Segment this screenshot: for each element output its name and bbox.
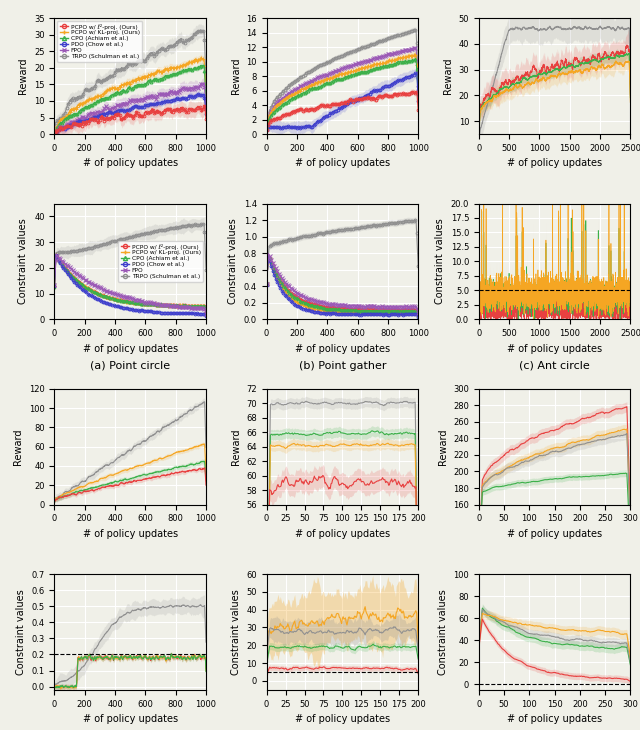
Title: (a) Point circle: (a) Point circle bbox=[90, 361, 170, 371]
Y-axis label: Constraint values: Constraint values bbox=[19, 218, 29, 304]
Y-axis label: Reward: Reward bbox=[230, 58, 241, 94]
X-axis label: # of policy updates: # of policy updates bbox=[83, 344, 178, 353]
Legend: PCPO w/ ℓ²-proj. (Ours), PCPO w/ KL-proj. (Ours), CPO (Achiam et al.), PDO (Chow: PCPO w/ ℓ²-proj. (Ours), PCPO w/ KL-proj… bbox=[118, 241, 203, 282]
Y-axis label: Constraint values: Constraint values bbox=[435, 218, 445, 304]
Y-axis label: Reward: Reward bbox=[230, 429, 241, 465]
X-axis label: # of policy updates: # of policy updates bbox=[295, 344, 390, 353]
X-axis label: # of policy updates: # of policy updates bbox=[507, 714, 602, 724]
X-axis label: # of policy updates: # of policy updates bbox=[507, 529, 602, 539]
Y-axis label: Constraint values: Constraint values bbox=[16, 589, 26, 675]
X-axis label: # of policy updates: # of policy updates bbox=[507, 158, 602, 169]
Y-axis label: Constraint values: Constraint values bbox=[228, 218, 238, 304]
Y-axis label: Constraint values: Constraint values bbox=[230, 589, 241, 675]
X-axis label: # of policy updates: # of policy updates bbox=[507, 344, 602, 353]
Title: (b) Point gather: (b) Point gather bbox=[299, 361, 386, 371]
Y-axis label: Constraint values: Constraint values bbox=[438, 589, 448, 675]
Legend: PCPO w/ ℓ²-proj. (Ours), PCPO w/ KL-proj. (Ours), CPO (Achiam et al.), PDO (Chow: PCPO w/ ℓ²-proj. (Ours), PCPO w/ KL-proj… bbox=[58, 21, 142, 61]
Title: (c) Ant circle: (c) Ant circle bbox=[519, 361, 590, 371]
X-axis label: # of policy updates: # of policy updates bbox=[295, 529, 390, 539]
X-axis label: # of policy updates: # of policy updates bbox=[83, 714, 178, 724]
Y-axis label: Reward: Reward bbox=[443, 58, 453, 94]
Y-axis label: Reward: Reward bbox=[438, 429, 447, 465]
X-axis label: # of policy updates: # of policy updates bbox=[295, 158, 390, 169]
X-axis label: # of policy updates: # of policy updates bbox=[83, 158, 178, 169]
X-axis label: # of policy updates: # of policy updates bbox=[83, 529, 178, 539]
Y-axis label: Reward: Reward bbox=[19, 58, 29, 94]
Y-axis label: Reward: Reward bbox=[13, 429, 24, 465]
X-axis label: # of policy updates: # of policy updates bbox=[295, 714, 390, 724]
